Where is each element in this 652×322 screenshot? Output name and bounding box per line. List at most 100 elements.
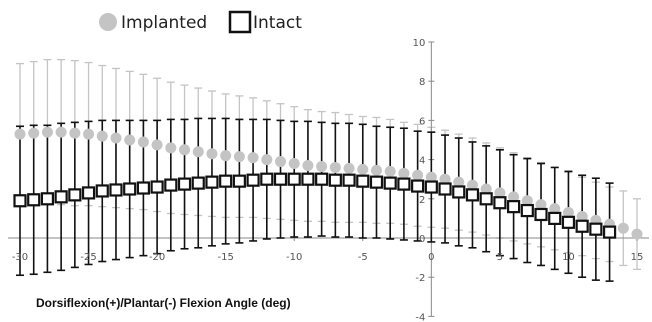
intact-point: [534, 207, 548, 222]
intact-point: [424, 180, 438, 194]
implanted-point: [261, 154, 273, 166]
implanted-point: [316, 160, 328, 172]
intact-point: [356, 174, 370, 188]
implanted-point: [41, 126, 53, 138]
intact-point: [205, 175, 219, 189]
implanted-point: [55, 126, 67, 138]
x-tick-label: 10: [562, 252, 575, 263]
intact-point: [493, 196, 507, 210]
intact-point: [589, 222, 603, 236]
implanted-point: [96, 130, 108, 142]
implanted-point: [357, 163, 369, 175]
intact-point: [342, 173, 356, 187]
intact-point: [109, 183, 123, 197]
axes: [8, 41, 649, 317]
x-tick-label: -15: [217, 252, 233, 263]
legend: Implanted Intact: [99, 10, 302, 34]
implanted-point: [562, 207, 574, 219]
implanted-point: [439, 173, 451, 185]
x-tick-label: -20: [149, 252, 165, 263]
implanted-point: [69, 127, 81, 139]
implanted-point: [494, 187, 506, 199]
implanted-point: [453, 176, 465, 188]
implanted-point: [137, 136, 149, 148]
x-tick-label: 5: [497, 252, 503, 263]
implanted-point: [28, 127, 40, 139]
implanted-point: [275, 156, 287, 168]
x-tick-label: -10: [286, 252, 302, 263]
intact-point: [40, 192, 55, 206]
y-tick-label: -2: [415, 273, 425, 284]
intact-point: [548, 211, 562, 225]
implanted-point: [329, 161, 341, 173]
y-tick-label: -4: [415, 312, 425, 322]
implanted-point: [549, 203, 561, 215]
implanted-point: [151, 139, 163, 151]
implanted-point: [288, 158, 300, 170]
intact-point: [164, 178, 178, 192]
intact-point: [150, 180, 164, 194]
intact-point: [54, 190, 68, 204]
implanted-point: [521, 195, 533, 207]
implanted-point: [83, 128, 95, 140]
intact-point: [561, 215, 576, 229]
implanted-point: [425, 171, 437, 183]
intact-point: [315, 172, 329, 186]
implanted-point: [412, 169, 424, 181]
implanted-point: [480, 183, 492, 195]
intact-point: [397, 177, 411, 191]
intact-point: [136, 181, 150, 195]
intact-points: [13, 172, 617, 239]
intact-point: [219, 174, 233, 188]
intact-point: [369, 175, 384, 189]
implanted-point: [384, 165, 396, 177]
intact-point: [479, 192, 493, 206]
intact-point: [383, 176, 397, 190]
intact-point: [520, 203, 534, 218]
implanted-point: [14, 128, 26, 140]
implanted-point: [302, 159, 314, 171]
implanted-point: [233, 151, 245, 163]
intact-point: [602, 225, 617, 239]
implanted-point: [343, 162, 355, 174]
intact-point: [27, 193, 41, 207]
implanted-point: [220, 150, 232, 162]
implanted-point: [508, 191, 520, 203]
implanted-point: [535, 199, 547, 211]
implanted-point: [206, 148, 218, 160]
implanted-point: [247, 152, 259, 164]
x-tick-label: -30: [12, 252, 28, 263]
implanted-point: [466, 179, 478, 191]
legend-label-intact: Intact: [253, 13, 302, 33]
intact-point: [328, 173, 342, 187]
intact-point: [411, 179, 425, 193]
y-tick-label: 10: [413, 38, 426, 49]
implanted-point: [165, 142, 177, 154]
legend-marker-implanted: [99, 13, 117, 31]
intact-point: [177, 177, 192, 191]
intact-point: [68, 188, 82, 202]
x-tick-label: -25: [80, 252, 96, 263]
implanted-point: [110, 132, 122, 144]
intact-point: [123, 182, 137, 196]
intact-point: [301, 172, 315, 186]
implanted-point: [631, 228, 643, 240]
legend-marker-intact: [228, 10, 252, 34]
intact-point: [273, 172, 288, 186]
implanted-point: [192, 146, 204, 158]
intact-point: [95, 184, 109, 198]
intact-point: [246, 173, 260, 187]
implanted-point: [179, 144, 191, 156]
implanted-point: [398, 167, 410, 179]
intact-point: [287, 172, 301, 186]
intact-point: [13, 194, 27, 208]
legend-label-implanted: Implanted: [121, 13, 207, 33]
x-tick-label: 15: [631, 252, 644, 263]
intact-point: [575, 219, 589, 233]
implanted-point: [617, 222, 629, 234]
intact-point: [81, 186, 96, 200]
intact-point: [232, 174, 246, 188]
intact-point: [260, 172, 274, 186]
